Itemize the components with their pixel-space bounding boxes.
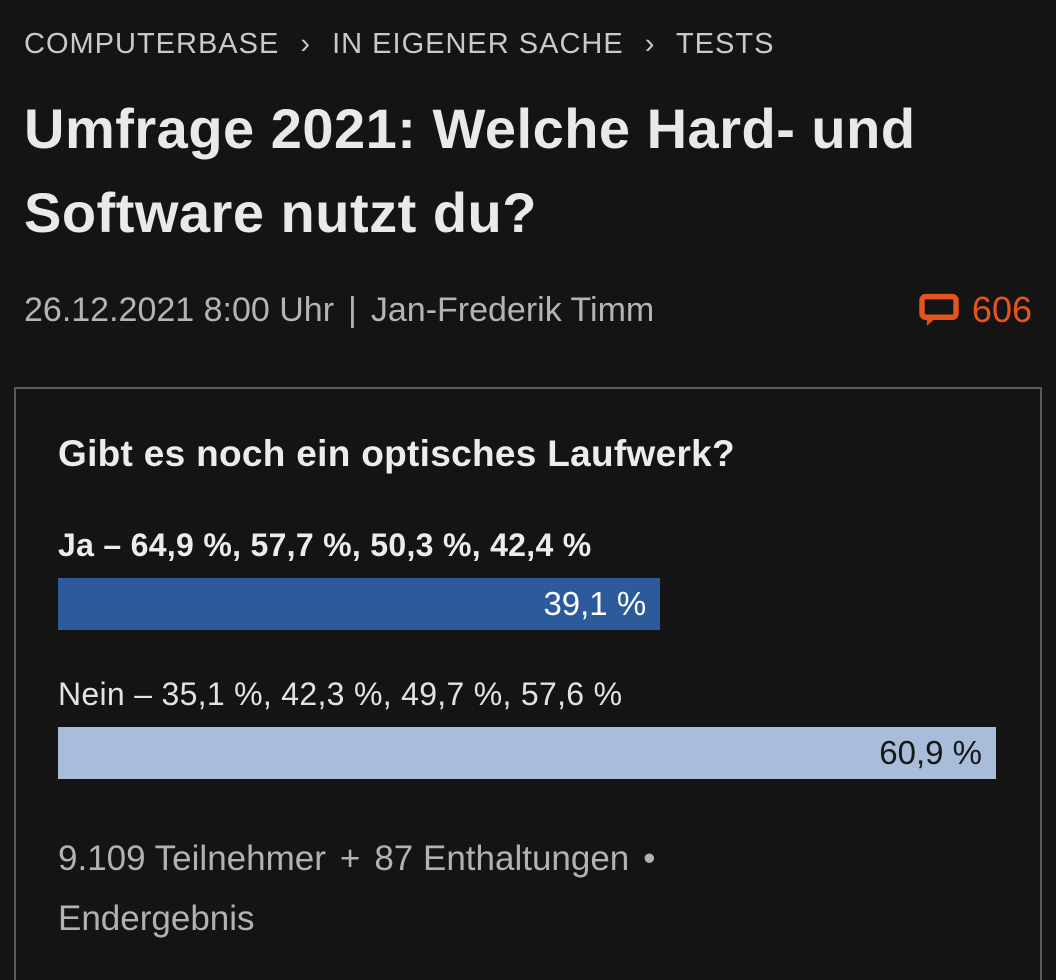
- meta-separator: |: [348, 290, 357, 329]
- poll-bar-value: 39,1 %: [543, 585, 647, 622]
- poll-footer-bullet: •: [643, 839, 656, 878]
- author-link[interactable]: Jan-Frederik Timm: [370, 290, 655, 329]
- breadcrumb-in-eigener-sache[interactable]: IN EIGENER SACHE: [332, 28, 624, 60]
- poll-widget: Gibt es noch ein optisches Laufwerk? Ja …: [14, 387, 1042, 980]
- poll-abstentions: 87 Enthaltungen: [374, 839, 630, 878]
- poll-footer-plus: +: [339, 839, 361, 878]
- breadcrumb-tests[interactable]: TESTS: [675, 28, 775, 60]
- poll-bar-value: 60,9 %: [879, 734, 982, 771]
- poll-bar-ja: 39,1 %: [58, 578, 661, 630]
- breadcrumb: COMPUTERBASE › IN EIGENER SACHE › TESTS: [24, 28, 1032, 61]
- poll-option-nein: Nein – 35,1 %, 42,3 %, 49,7 %, 57,6 % 60…: [58, 676, 996, 779]
- poll-bar-nein: 60,9 %: [58, 727, 996, 779]
- breadcrumb-separator: ›: [644, 28, 656, 60]
- breadcrumb-computerbase[interactable]: COMPUTERBASE: [24, 28, 280, 60]
- comment-icon: [918, 293, 960, 327]
- comments-link[interactable]: 606: [918, 289, 1032, 331]
- page-title: Umfrage 2021: Welche Hard- und Software …: [24, 97, 916, 244]
- article-meta: 26.12.2021 8:00 Uhr | Jan-Frederik Timm …: [24, 289, 1032, 331]
- breadcrumb-separator: ›: [300, 28, 312, 60]
- publish-date: 26.12.2021 8:00 Uhr: [24, 290, 335, 329]
- poll-option-ja: Ja – 64,9 %, 57,7 %, 50,3 %, 42,4 % 39,1…: [58, 527, 996, 630]
- poll-question: Gibt es noch ein optisches Laufwerk?: [58, 433, 735, 474]
- poll-footer: 9.109 Teilnehmer +87 Enthaltungen • Enderg…: [58, 829, 996, 948]
- poll-option-label: Nein – 35,1 %, 42,3 %, 49,7 %, 57,6 %: [58, 676, 623, 712]
- poll-option-label: Ja – 64,9 %, 57,7 %, 50,3 %, 42,4 %: [58, 527, 592, 563]
- comments-count: 606: [971, 289, 1032, 330]
- poll-final-result-label: Endergebnis: [58, 898, 255, 938]
- poll-participants: 9.109 Teilnehmer: [58, 839, 326, 878]
